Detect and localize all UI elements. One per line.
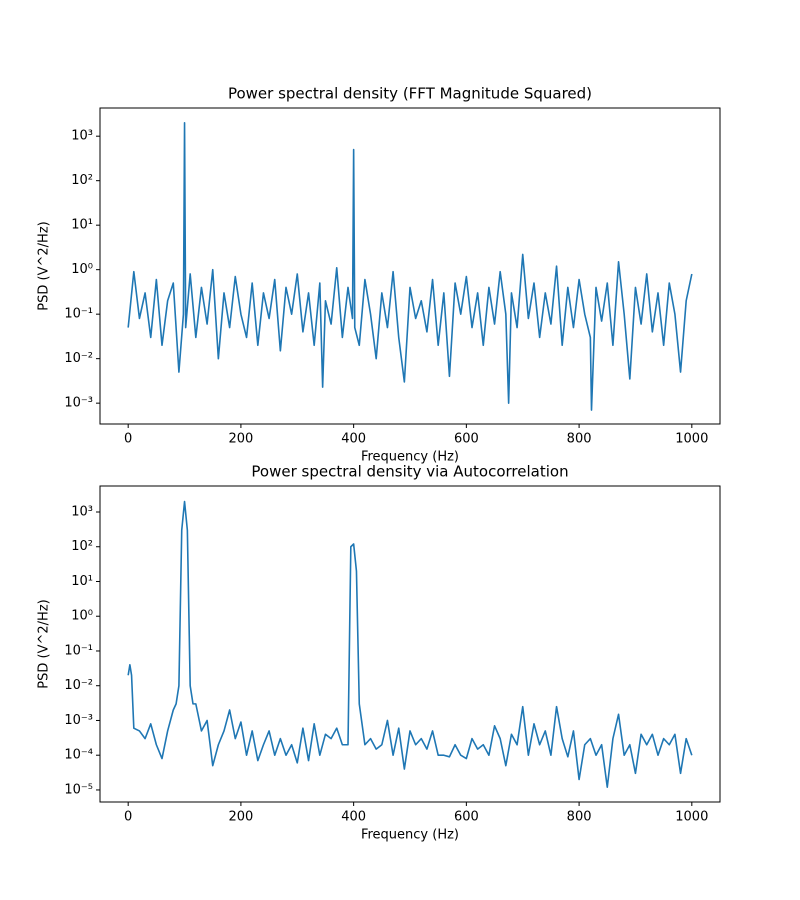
y-tick-label: 10³ (71, 504, 93, 519)
y-tick-label: 10⁻² (64, 678, 93, 693)
y-tick-label: 10⁻³ (64, 396, 93, 411)
y-tick-label: 10³ (71, 129, 93, 144)
y-tick-label: 10⁻⁴ (64, 748, 93, 763)
y-tick-label: 10² (71, 539, 93, 554)
x-tick-label: 400 (341, 432, 366, 447)
x-axis-label: Frequency (Hz) (361, 450, 459, 465)
y-axis-label: PSD (V^2/Hz) (37, 221, 52, 310)
y-tick-label: 10⁻³ (64, 713, 93, 728)
psd-line (127, 121, 693, 411)
y-tick-label: 10⁻⁵ (64, 782, 93, 797)
x-tick-label: 600 (454, 432, 479, 447)
y-tick-label: 10⁻¹ (64, 643, 93, 658)
y-tick-label: 10⁰ (71, 609, 93, 624)
y-tick-label: 10¹ (71, 574, 93, 589)
chart-title: Power spectral density (FFT Magnitude Sq… (228, 85, 592, 103)
y-tick-label: 10¹ (71, 218, 93, 233)
y-tick-label: 10⁻¹ (64, 307, 93, 322)
x-tick-label: 800 (567, 810, 592, 825)
axes-frame (99, 485, 721, 803)
x-tick-label: 600 (454, 810, 479, 825)
x-axis-label: Frequency (Hz) (361, 828, 459, 843)
y-tick-label: 10⁻² (64, 351, 93, 366)
x-tick-label: 0 (124, 810, 132, 825)
x-tick-label: 800 (567, 432, 592, 447)
x-tick-label: 200 (228, 810, 253, 825)
y-tick-label: 10² (71, 173, 93, 188)
axes-frame (99, 107, 721, 425)
x-tick-label: 400 (341, 810, 366, 825)
y-axis-label: PSD (V^2/Hz) (37, 599, 52, 688)
x-tick-label: 0 (124, 432, 132, 447)
psd-line (127, 500, 693, 788)
x-tick-label: 1000 (675, 432, 708, 447)
x-tick-label: 1000 (675, 810, 708, 825)
y-tick-label: 10⁰ (71, 262, 93, 277)
chart-title: Power spectral density via Autocorrelati… (251, 463, 568, 481)
x-tick-label: 200 (228, 432, 253, 447)
